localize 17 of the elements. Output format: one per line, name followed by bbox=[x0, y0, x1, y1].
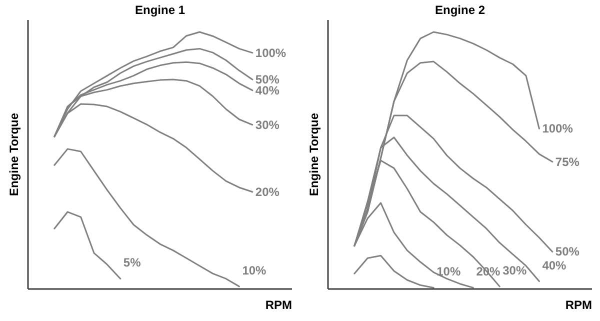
series-label: 100% bbox=[542, 122, 574, 136]
series-label: 40% bbox=[542, 258, 567, 272]
series-label: 75% bbox=[555, 154, 580, 169]
series-label: 5% bbox=[123, 256, 142, 270]
series-label: 10% bbox=[436, 264, 461, 279]
series-label: 30% bbox=[255, 118, 280, 132]
x-axis-title: RPM bbox=[565, 298, 592, 312]
series-label: 20% bbox=[255, 184, 280, 199]
y-axis-title: Engine Torque bbox=[307, 112, 321, 196]
series-label: 100% bbox=[255, 46, 286, 60]
chart-title: Engine 1 bbox=[134, 3, 186, 17]
series-label: 10% bbox=[242, 263, 267, 278]
series-label: 50% bbox=[555, 244, 580, 259]
chart-title: Engine 2 bbox=[434, 3, 486, 17]
series-label: 30% bbox=[502, 263, 527, 278]
y-axis-title: Engine Torque bbox=[7, 112, 21, 196]
x-axis-title: RPM bbox=[265, 298, 292, 312]
